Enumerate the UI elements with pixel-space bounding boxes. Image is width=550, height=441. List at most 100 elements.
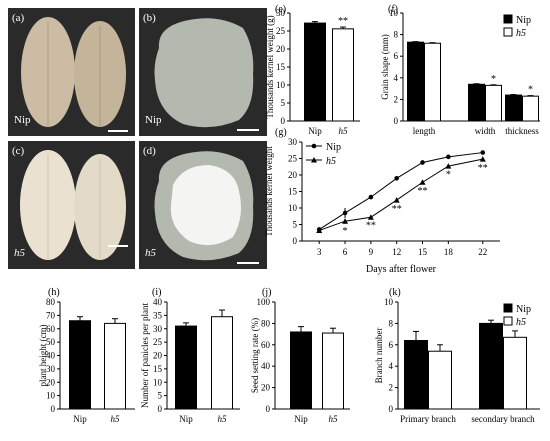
bar — [104, 322, 126, 410]
y-axis-label: Branch number — [374, 328, 384, 384]
significance-mark: * — [446, 169, 451, 180]
y-tick-label: 10 — [46, 391, 56, 401]
data-point — [445, 163, 452, 169]
panel-label: (d) — [143, 145, 156, 157]
y-tick-label: 30 — [288, 137, 298, 147]
y-tick-label: 40 — [153, 297, 163, 307]
bar — [428, 350, 452, 410]
y-tick-label: 20 — [276, 44, 286, 54]
y-tick-label: 0 — [266, 404, 271, 414]
data-point — [342, 218, 349, 224]
y-tick-label: 20 — [288, 170, 298, 180]
bar — [211, 316, 233, 410]
data-point — [368, 194, 374, 200]
bar — [69, 320, 91, 410]
y-tick-label: 8 — [394, 30, 399, 40]
x-tick-label: Primary branch — [400, 414, 456, 424]
y-tick-label: 6 — [394, 51, 399, 61]
y-tick-label: 25 — [153, 337, 163, 347]
y-tick-label: 10 — [153, 377, 163, 387]
y-tick-label: 2 — [389, 383, 394, 393]
bar — [332, 28, 354, 122]
bar — [522, 95, 539, 122]
x-tick-label: length — [413, 126, 436, 136]
y-tick-label: 80 — [46, 297, 56, 307]
x-tick-label: 15 — [418, 247, 428, 257]
y-tick-label: 10 — [389, 8, 399, 18]
legend-label: h5 — [326, 156, 336, 167]
y-axis-label: Thousands kernel weight — [264, 146, 274, 237]
bar — [290, 331, 312, 410]
y-tick-label: 0 — [281, 116, 286, 126]
y-tick-label: 0 — [389, 404, 394, 414]
photo-panel-c: (c) h5 — [8, 141, 135, 269]
x-tick-label: 12 — [392, 247, 401, 257]
legend-swatch — [503, 27, 513, 37]
x-tick-label: 22 — [478, 247, 487, 257]
legend-swatch — [503, 14, 513, 24]
panel-label: (e) — [275, 4, 286, 15]
legend-label: Nip — [516, 304, 531, 315]
y-tick-label: 50 — [46, 337, 56, 347]
bar — [505, 94, 522, 122]
data-point — [419, 179, 426, 185]
y-tick-label: 15 — [288, 187, 298, 197]
x-tick-label: Nip — [73, 414, 87, 424]
y-tick-label: 70 — [46, 310, 56, 320]
y-tick-label: 10 — [288, 203, 298, 213]
data-point — [420, 160, 425, 165]
y-tick-label: 8 — [389, 318, 394, 328]
series-line — [319, 158, 483, 231]
y-tick-label: 80 — [261, 318, 271, 328]
legend-swatch — [503, 303, 513, 313]
panel-label: (h) — [48, 287, 60, 298]
y-tick-label: 2 — [394, 94, 399, 104]
x-tick-label: h5 — [218, 414, 228, 424]
y-tick-label: 5 — [158, 391, 163, 401]
significance-mark: * — [491, 74, 496, 85]
grain-whole-illustration — [20, 150, 128, 260]
y-tick-label: 0 — [158, 404, 163, 414]
panel-label: (a) — [12, 12, 25, 24]
x-tick-label: 3 — [317, 247, 322, 257]
x-tick-label: h5 — [329, 414, 339, 424]
bar — [175, 325, 197, 410]
y-tick-label: 40 — [46, 351, 56, 361]
x-tick-label: 18 — [444, 247, 454, 257]
y-tick-label: 5 — [293, 220, 298, 230]
grain-cross-section-illustration — [154, 151, 259, 264]
panel-label: (f) — [388, 4, 398, 15]
y-tick-label: 25 — [276, 26, 286, 36]
legend-label: Nip — [326, 142, 341, 153]
y-tick-label: 0 — [293, 236, 298, 246]
photo-panel-b: (b) Nip — [139, 8, 267, 136]
y-axis-label: Number of panicles per plant — [140, 303, 150, 408]
y-tick-label: 40 — [261, 361, 271, 371]
x-axis-label: Days after flower — [366, 264, 437, 275]
variety-label: h5 — [145, 247, 156, 259]
data-point — [342, 210, 348, 216]
panel-label: (k) — [389, 287, 401, 298]
x-tick-label: 9 — [369, 247, 374, 257]
bar — [485, 84, 502, 122]
y-axis-label: Thousands kernel weight (g) — [265, 15, 275, 118]
y-tick-label: 30 — [46, 364, 56, 374]
grain-whole-illustration — [21, 17, 128, 132]
y-tick-label: 20 — [46, 377, 56, 387]
y-tick-label: 15 — [153, 364, 163, 374]
x-tick-label: Nip — [294, 414, 308, 424]
bar — [322, 332, 344, 410]
legend-label: h5 — [516, 317, 526, 328]
y-tick-label: 35 — [153, 310, 163, 320]
y-axis-label: plant height (cm) — [38, 325, 48, 387]
panel-label: (b) — [143, 12, 156, 24]
y-tick-label: 6 — [389, 340, 394, 350]
panel-label: (g) — [275, 127, 287, 138]
y-tick-label: 15 — [276, 62, 286, 72]
x-tick-label: Nip — [308, 126, 322, 136]
x-tick-label: Nip — [179, 414, 193, 424]
y-axis-label: Grain shape (mm) — [380, 34, 390, 99]
y-tick-label: 25 — [288, 154, 298, 164]
